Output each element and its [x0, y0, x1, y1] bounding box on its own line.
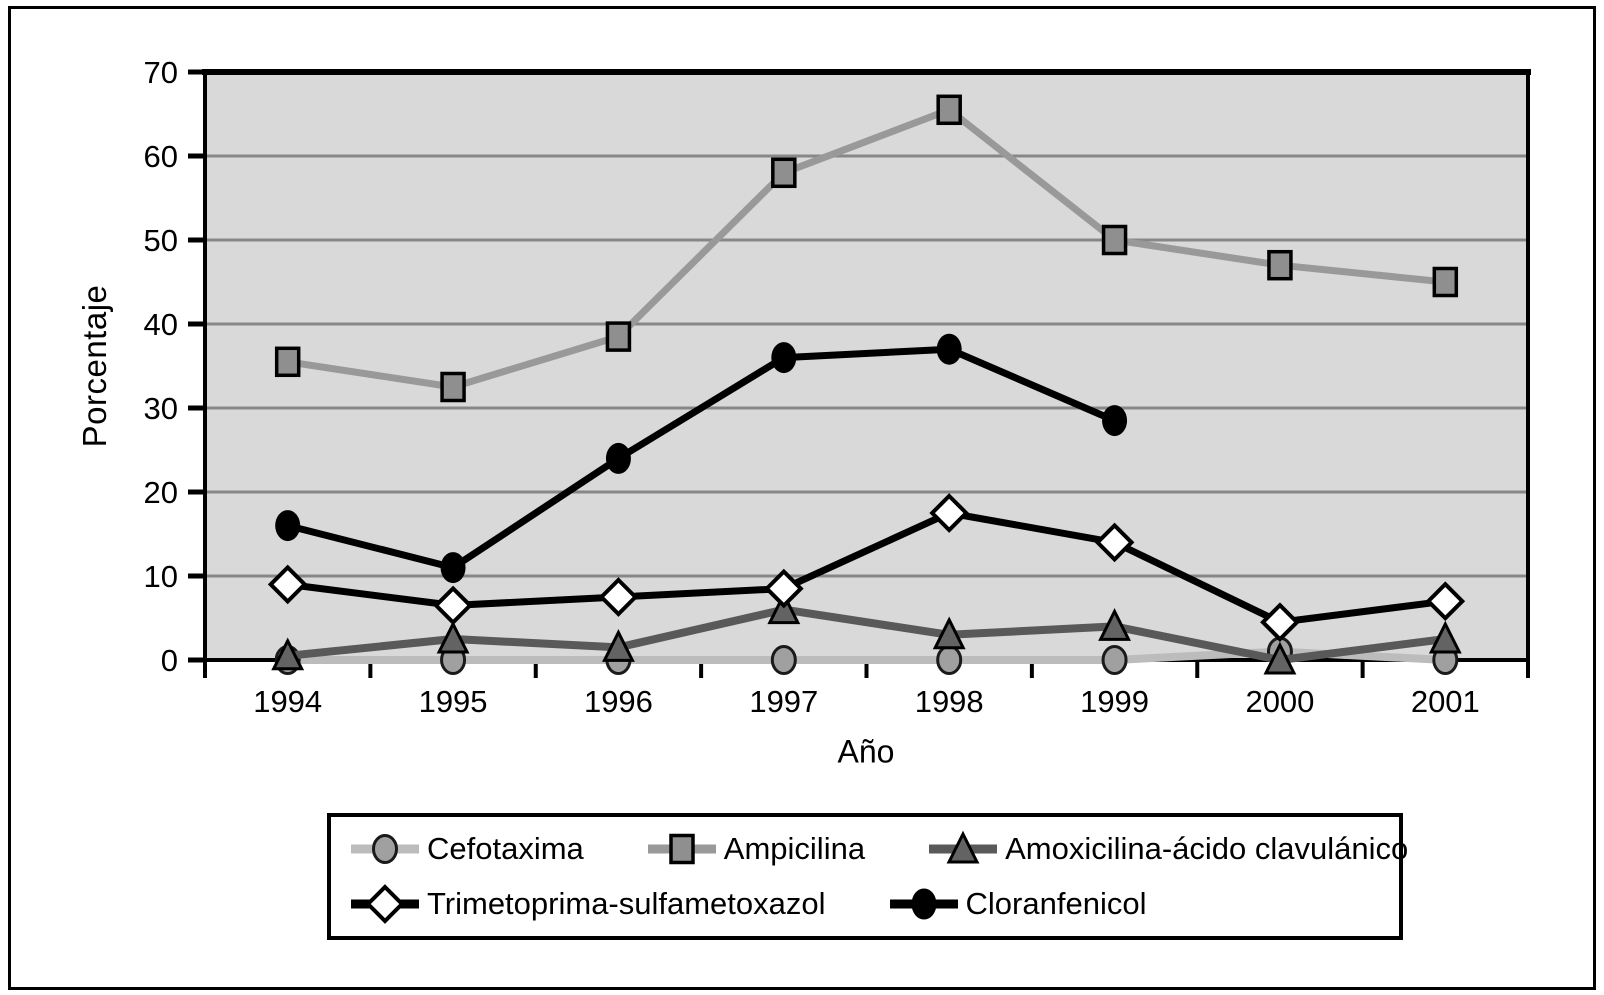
triangle-marker [767, 591, 801, 625]
diamond-marker [1260, 602, 1300, 643]
x-tick-label: 2001 [1411, 684, 1480, 719]
square-legend-marker-icon [647, 834, 716, 865]
y-tick-label: 50 [144, 223, 178, 258]
legend-label: Cefotaxima [427, 831, 584, 867]
y-tick-label: 20 [144, 475, 178, 510]
dot-marker [771, 342, 797, 374]
circle-legend-marker-icon [351, 834, 419, 865]
triangle-marker [271, 637, 305, 671]
dot-marker [440, 552, 466, 584]
x-tick-label: 1994 [253, 684, 322, 719]
y-tick-label: 60 [144, 139, 178, 174]
series-line [287, 106, 1446, 391]
series-line [286, 345, 1116, 572]
legend-row-1: Cefotaxima Ampicilina Amoxicilina-ácido cl… [349, 827, 1408, 871]
legend-entry: Cloranfenicol [888, 882, 1147, 926]
x-tick-label: 1996 [584, 684, 653, 719]
x-tick-label: 1999 [1080, 684, 1149, 719]
square-marker [1267, 249, 1293, 281]
diamond-marker [763, 568, 804, 609]
square-marker [274, 346, 301, 378]
y-tick-label: 10 [144, 559, 178, 594]
diamond-marker [365, 883, 405, 924]
dot-marker [1102, 405, 1128, 437]
diamond-marker [1425, 581, 1466, 622]
square-marker [669, 834, 695, 865]
triangle-legend-marker-icon [929, 830, 998, 864]
legend-row-2: Trimetoprima-sulfametoxazol Cloranfenicol [349, 882, 1399, 926]
legend-entry: Trimetoprima-sulfametoxazol [349, 882, 826, 926]
diamond-marker [267, 564, 308, 605]
square-marker [440, 371, 466, 403]
square-marker [936, 94, 962, 126]
triangle-marker [436, 620, 470, 654]
circle-marker [770, 645, 797, 675]
diamond-legend-marker-icon [351, 883, 419, 924]
x-tick-label: 2000 [1245, 684, 1314, 719]
triangle-marker [1428, 620, 1462, 654]
legend-label: Cloranfenicol [965, 885, 1147, 921]
legend: Cefotaxima Ampicilina Amoxicilina-ácido cl… [327, 813, 1408, 940]
plot-area [205, 72, 1528, 660]
square-marker [605, 321, 632, 352]
diamond-marker [598, 577, 639, 617]
legend-entry: Cefotaxima [349, 827, 584, 871]
x-axis-title: Año [837, 733, 895, 770]
series-line [287, 509, 1446, 626]
triangle-marker [1263, 641, 1297, 675]
dot-marker [275, 510, 301, 542]
triangle-marker [1098, 608, 1131, 641]
y-tick-label: 0 [161, 643, 178, 678]
legend-entry: Ampicilina [646, 827, 865, 871]
y-tick-label: 40 [144, 307, 178, 342]
diamond-marker [1094, 522, 1135, 563]
y-axis-title: Porcentaje [76, 284, 113, 448]
y-tick-label: 30 [144, 391, 178, 426]
x-tick-label: 1998 [915, 684, 984, 719]
legend-label: Trimetoprima-sulfametoxazol [427, 885, 826, 921]
triangle-marker [946, 830, 980, 864]
dot-legend-marker-icon [889, 888, 958, 920]
dot-marker [911, 888, 937, 920]
square-marker [771, 157, 797, 189]
circle-marker [372, 834, 398, 865]
square-marker [1432, 266, 1459, 298]
series-line [287, 605, 1446, 664]
triangle-marker [932, 616, 966, 650]
y-tick-label: 70 [144, 55, 178, 90]
diamond-marker [433, 585, 473, 626]
legend-entry: Amoxicilina-ácido clavulánico [927, 827, 1408, 871]
triangle-marker [602, 629, 635, 662]
circle-marker [1101, 645, 1128, 675]
circle-marker [936, 645, 963, 675]
legend-label: Amoxicilina-ácido clavulánico [1005, 831, 1409, 867]
square-marker [1101, 224, 1128, 256]
x-tick-label: 1997 [749, 684, 818, 719]
dot-marker [605, 442, 631, 474]
legend-label: Ampicilina [723, 831, 866, 867]
dot-marker [936, 333, 962, 365]
diamond-marker [929, 493, 970, 533]
x-tick-label: 1995 [419, 684, 488, 719]
